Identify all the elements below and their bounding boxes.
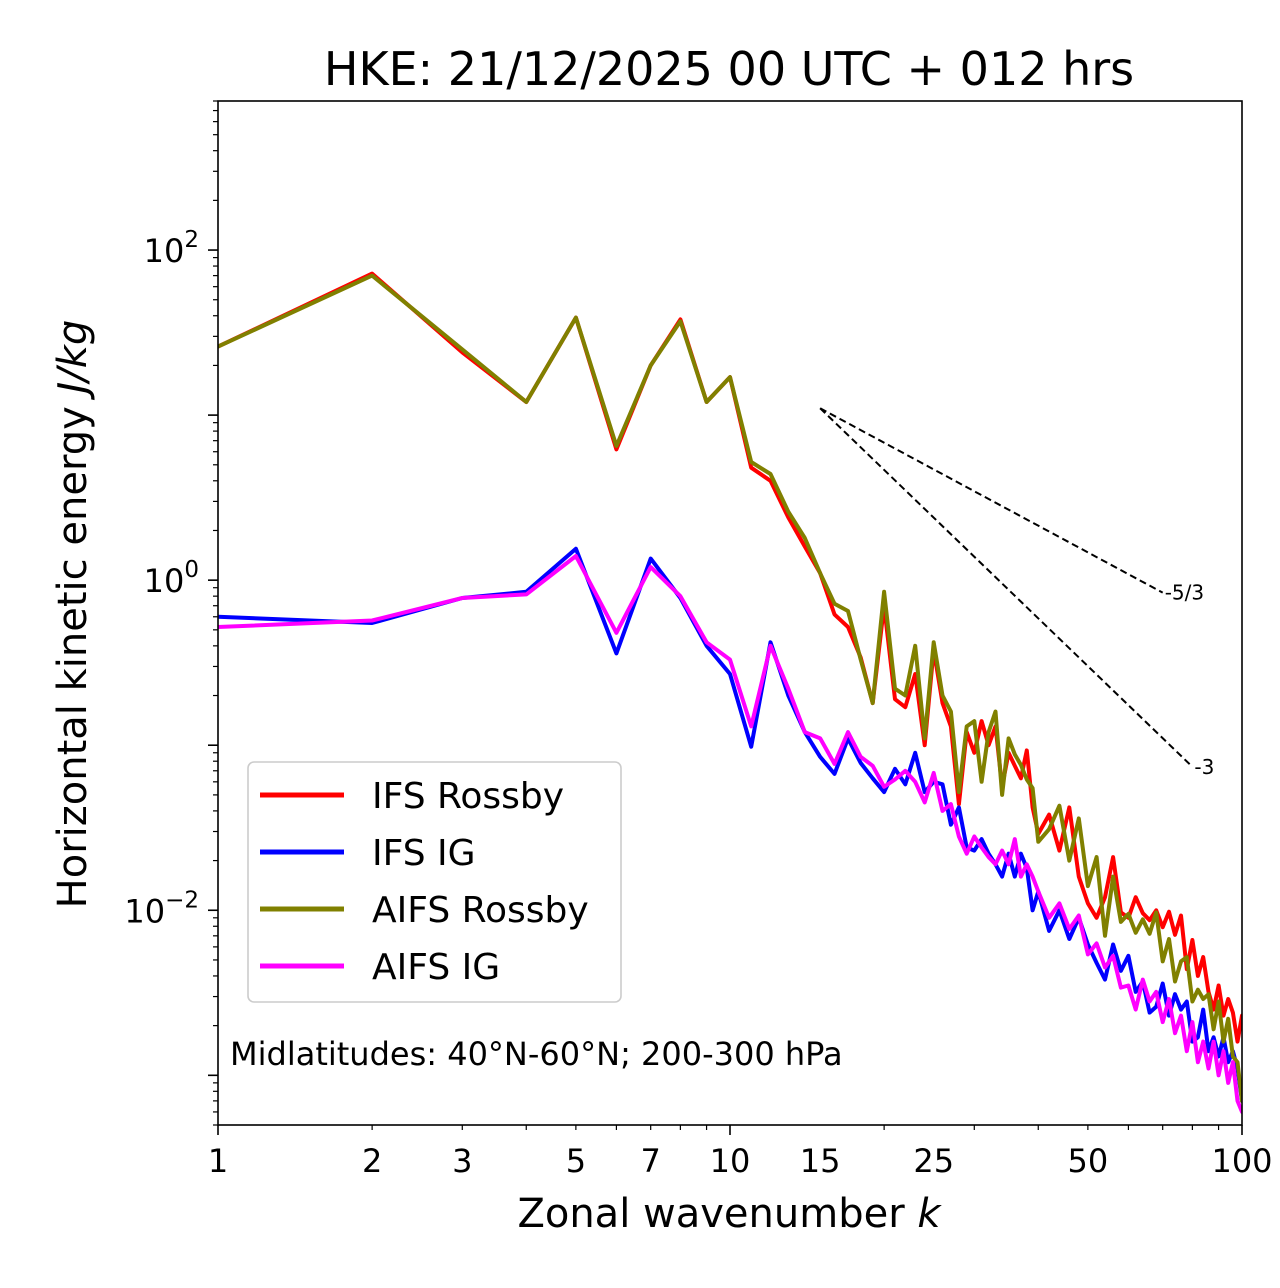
slope-line-3 [819,407,1194,768]
x-tick-label: 2 [362,1142,382,1180]
region-annotation: Midlatitudes: 40°N-60°N; 200-300 hPa [230,1035,843,1073]
series-line-aifs-rossby [218,273,1242,1103]
legend: IFS Rossby IFS IG AIFS Rossby AIFS IG [247,761,622,1003]
series-line-ifs-rossby [218,271,1242,1044]
legend-label-aifs-ig: AIFS IG [372,947,500,988]
x-tick-label: 50 [1068,1142,1109,1180]
slope-label-5-3: -5/3 [1165,581,1204,605]
x-tick-label: 7 [641,1142,661,1180]
y-tick-label: 102 [144,227,199,270]
x-axis: 1 2 3 5 7 10 15 25 50 100 [208,1125,1273,1180]
x-tick-label: 5 [566,1142,586,1180]
x-tick-label: 25 [913,1142,954,1180]
legend-label-aifs-rossby: AIFS Rossby [372,890,589,931]
x-tick-label: 15 [800,1142,841,1180]
series-line-aifs-ig [218,554,1242,1114]
series-group [218,271,1242,1114]
y-axis-label: Horizontal kinetic energy J/kg [50,320,96,909]
x-axis-label: Zonal wavenumber k [517,1191,942,1237]
chart-title: HKE: 21/12/2025 00 UTC + 012 hrs [324,42,1134,96]
legend-label-ifs-ig: IFS IG [372,833,476,874]
x-tick-label: 1 [208,1142,228,1180]
x-tick-label: 10 [710,1142,751,1180]
x-tick-label: 3 [452,1142,472,1180]
legend-box [247,761,622,1003]
y-tick-label: 100 [144,557,199,600]
reference-slopes: -5/3 -3 [819,407,1214,779]
slope-label-3: -3 [1194,755,1214,779]
legend-label-ifs-rossby: IFS Rossby [372,776,564,817]
y-tick-label: 10−2 [124,887,199,930]
y-axis: 102 100 10−2 [124,100,218,1126]
x-tick-label: 100 [1211,1142,1272,1180]
slope-line-5-3 [819,407,1164,594]
